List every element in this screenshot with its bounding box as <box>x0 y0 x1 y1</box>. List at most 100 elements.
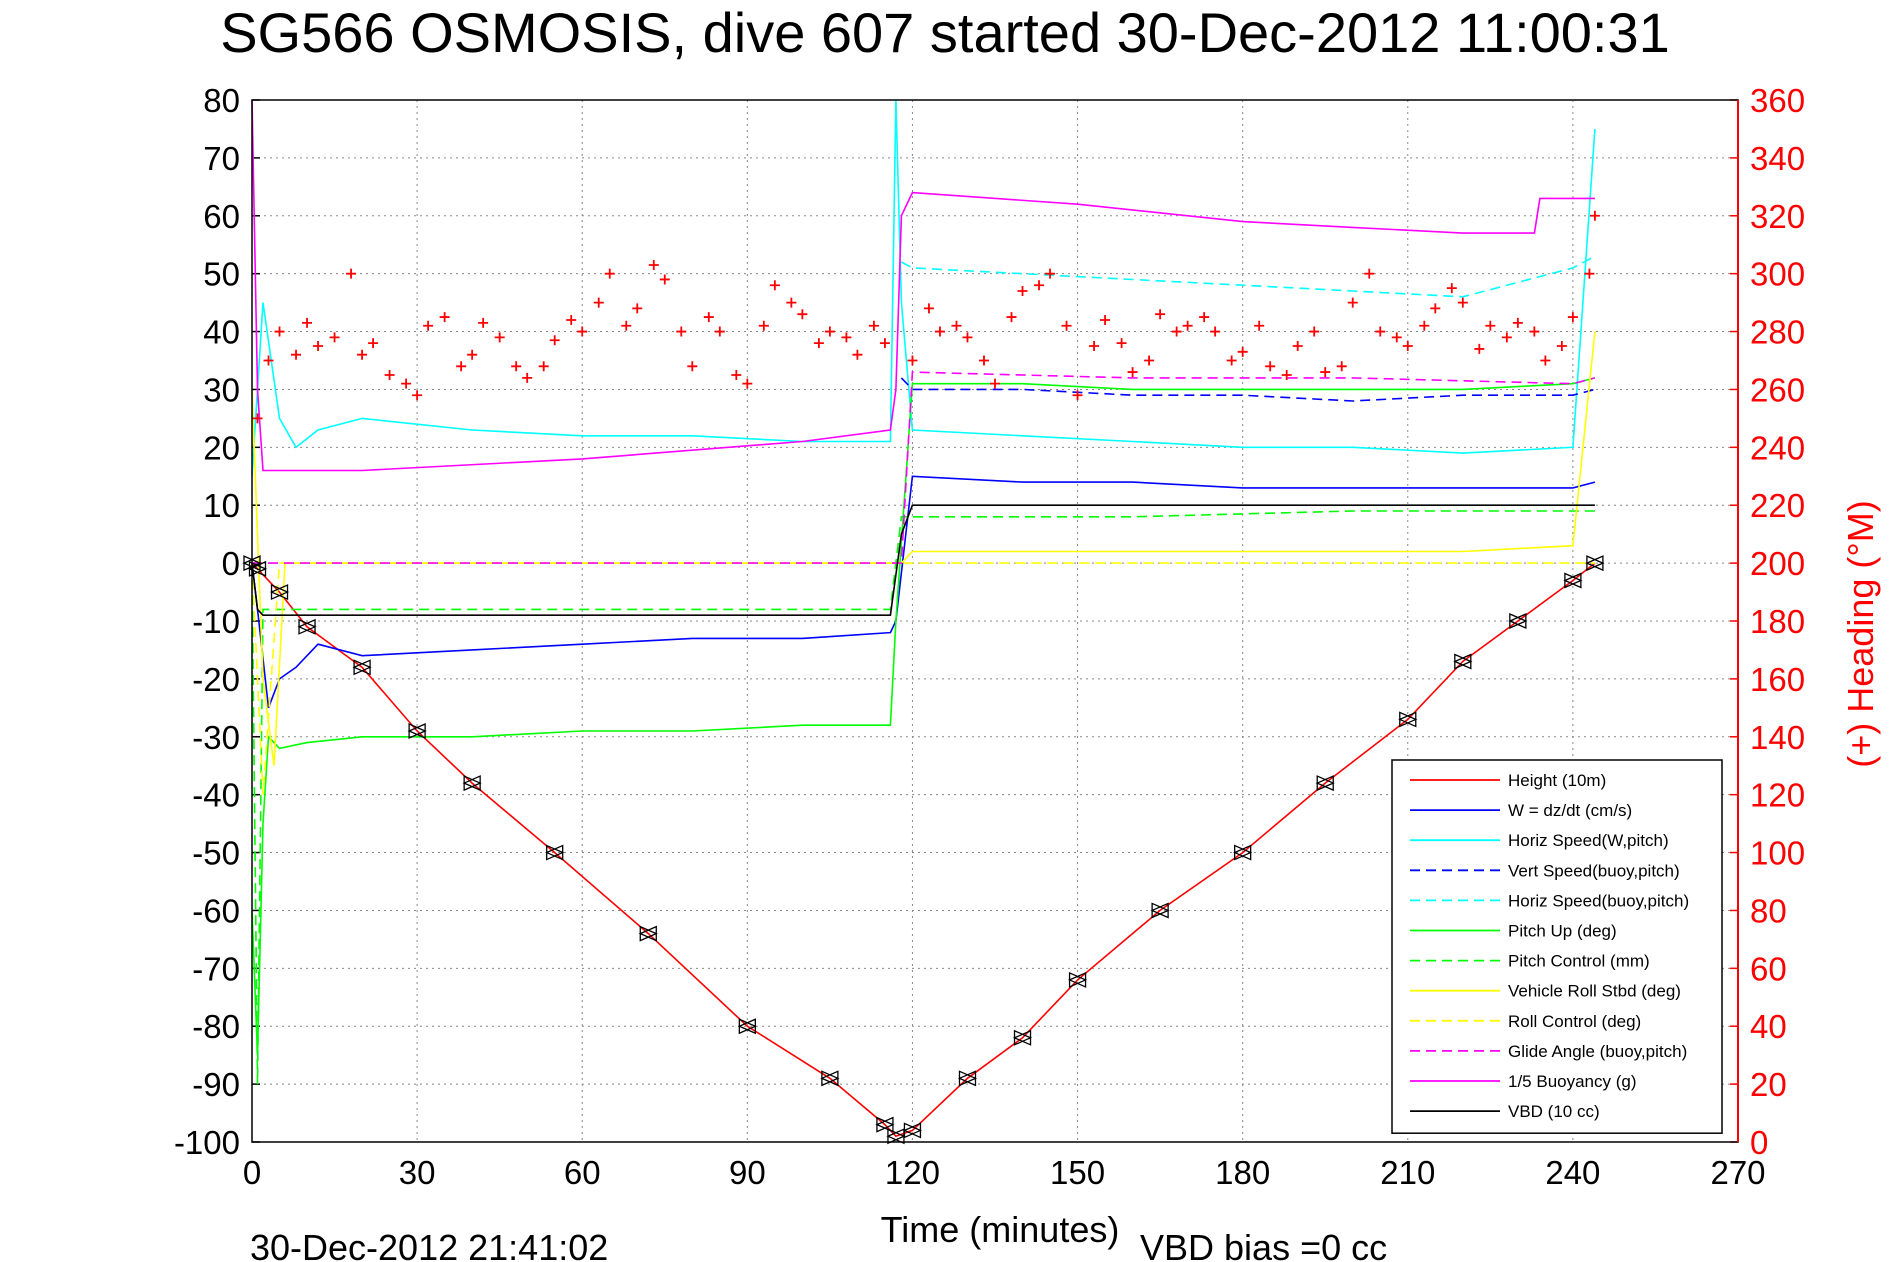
heading-marker <box>1072 390 1083 401</box>
depth-marker <box>269 584 290 601</box>
heading-marker <box>1529 326 1540 337</box>
x-tick-labels: 0 30 60 90 120 150 180 210 240 270 <box>243 1154 1766 1191</box>
x-tick-label: 210 <box>1380 1154 1435 1191</box>
heading-marker <box>1457 297 1468 308</box>
y-right-tick-label: 60 <box>1750 950 1787 987</box>
heading-marker <box>291 349 302 360</box>
heading-marker <box>1265 361 1276 372</box>
heading-marker <box>1210 326 1221 337</box>
heading-marker <box>263 355 274 366</box>
heading-marker <box>797 309 808 320</box>
series-horiz-speed-w-pitch <box>251 99 1596 477</box>
heading-marker <box>1474 343 1485 354</box>
y-right-tick-label: 180 <box>1750 603 1805 640</box>
heading-marker <box>1182 320 1193 331</box>
y-right-tick-label: 360 <box>1750 82 1805 119</box>
heading-marker <box>1034 280 1045 291</box>
heading-marker <box>593 297 604 308</box>
heading-marker <box>401 378 412 389</box>
y-tick-label: 60 <box>203 198 240 235</box>
vbd-bias-label: VBD bias =0 cc <box>1140 1227 1387 1262</box>
depth-marker <box>1453 653 1473 670</box>
heading-marker <box>758 320 769 331</box>
heading-marker <box>1556 341 1567 352</box>
heading-marker <box>1144 355 1155 366</box>
y-tick-label: 70 <box>203 140 240 177</box>
y-right-tick-label: 260 <box>1750 371 1805 408</box>
heading-marker <box>1501 332 1512 343</box>
y-right-tick-label: 40 <box>1750 1008 1787 1045</box>
heading-marker <box>1430 303 1441 314</box>
y-right-tick-labels: 0 20 40 60 80 100 120 140 160 180 200 220 240 260 280 3… <box>1750 82 1805 1161</box>
heading-marker <box>731 369 742 380</box>
heading-marker <box>384 369 395 380</box>
depth-marker <box>462 775 482 792</box>
x-tick-label: 180 <box>1215 1154 1270 1191</box>
heading-marker <box>1347 297 1358 308</box>
series-horiz-speed-buoy-pitch <box>901 255 1596 298</box>
heading-marker <box>1171 326 1182 337</box>
y-right-tick-label: 340 <box>1750 140 1805 177</box>
heading-marker <box>923 303 934 314</box>
depth-marker <box>1315 775 1335 792</box>
heading-marker <box>357 349 368 360</box>
heading-marker <box>346 268 357 279</box>
series-height-10m <box>251 562 1596 1138</box>
series-vbd-10-cc <box>251 504 1595 617</box>
legend-entry: Pitch Control (mm) <box>1508 952 1650 971</box>
heading-marker <box>813 338 824 349</box>
y-tick-label: -60 <box>192 892 240 929</box>
series-pitch-up-deg <box>251 377 1596 1056</box>
depth-marker <box>1012 1029 1033 1046</box>
heading-marker <box>511 361 522 372</box>
heading-marker <box>1237 346 1248 357</box>
y-tick-label: -30 <box>192 719 240 756</box>
heading-marker <box>423 320 434 331</box>
heading-marker <box>313 341 324 352</box>
y-tick-label: -40 <box>192 777 240 814</box>
heading-marker <box>1155 309 1166 320</box>
depth-marker <box>638 925 658 942</box>
y-tick-label: 50 <box>203 256 240 293</box>
heading-marker <box>1199 312 1210 323</box>
x-tick-label: 270 <box>1710 1154 1765 1191</box>
x-tick-label: 150 <box>1050 1154 1105 1191</box>
depth-marker <box>1067 971 1088 988</box>
heading-marker <box>879 338 890 349</box>
y-right-tick-label: 140 <box>1750 719 1805 756</box>
heading-marker <box>604 268 615 279</box>
depth-marker <box>352 659 372 676</box>
depth-marker <box>737 1018 757 1035</box>
heading-marker <box>1391 332 1402 343</box>
y-tick-label: 10 <box>203 487 240 524</box>
heading-marker <box>868 320 879 331</box>
heading-marker <box>522 372 533 383</box>
x-tick-label: 60 <box>564 1154 601 1191</box>
y-right-tick-label: 240 <box>1750 429 1805 466</box>
x-tick-label: 120 <box>885 1154 940 1191</box>
heading-marker <box>1254 320 1265 331</box>
heading-marker <box>687 361 698 372</box>
heading-marker <box>714 326 725 337</box>
y-right-tick-label: 20 <box>1750 1066 1787 1103</box>
heading-marker <box>1375 326 1386 337</box>
heading-marker <box>566 314 577 325</box>
heading-marker <box>786 297 797 308</box>
series-pitch-control-mm <box>251 510 1595 1085</box>
heading-marker <box>824 326 835 337</box>
depth-marker <box>820 1070 840 1087</box>
y-tick-label: 20 <box>203 429 240 466</box>
heading-marker <box>1127 367 1138 378</box>
depth-marker <box>407 722 427 739</box>
heading-marker <box>1485 320 1496 331</box>
heading-marker <box>494 332 505 343</box>
heading-marker <box>1045 268 1056 279</box>
heading-marker <box>1567 312 1578 323</box>
y-right-tick-label: 200 <box>1750 545 1805 582</box>
heading-marker <box>1226 355 1237 366</box>
heading-marker <box>962 332 973 343</box>
heading-marker <box>1017 286 1028 297</box>
heading-marker <box>621 320 632 331</box>
heading-marker <box>841 332 852 343</box>
heading-marker <box>1336 361 1347 372</box>
